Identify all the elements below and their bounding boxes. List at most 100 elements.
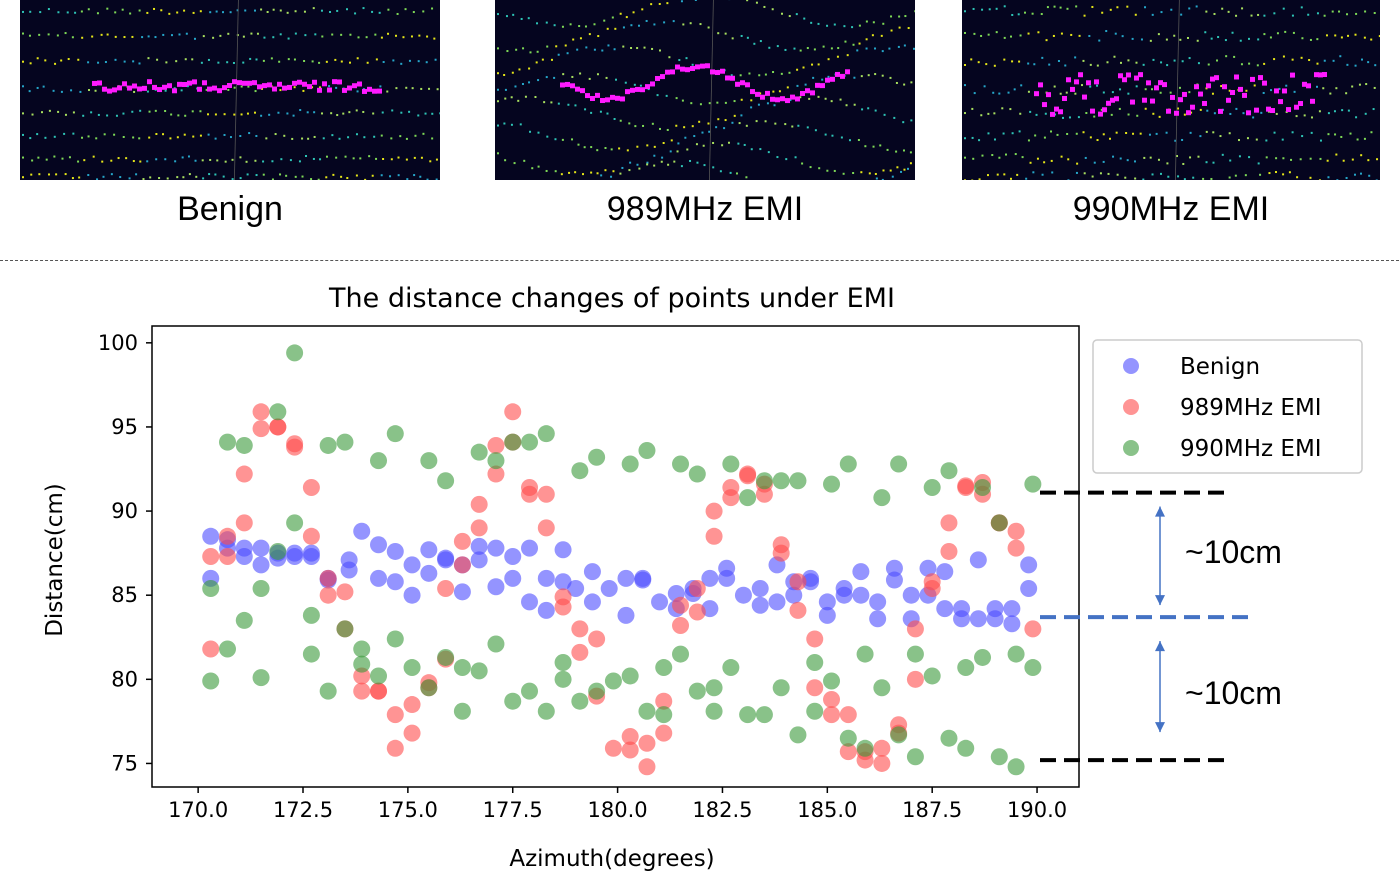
lidar-point bbox=[1221, 7, 1224, 10]
lidar-point bbox=[964, 84, 966, 87]
highlight-point bbox=[1242, 92, 1247, 98]
lidar-point bbox=[138, 62, 141, 65]
lidar-point bbox=[735, 172, 738, 175]
lidar-point bbox=[703, 164, 706, 167]
lidar-point bbox=[1078, 34, 1081, 37]
lidar-point bbox=[1217, 36, 1220, 39]
lidar-point bbox=[63, 132, 66, 135]
emi990-lidar-panel bbox=[962, 0, 1380, 180]
lidar-point bbox=[256, 32, 259, 35]
lidar-point bbox=[1240, 63, 1243, 66]
lidar-point bbox=[895, 81, 898, 84]
lidar-point bbox=[334, 58, 337, 61]
lidar-point bbox=[223, 113, 226, 116]
lidar-point bbox=[1041, 173, 1044, 176]
lidar-point bbox=[1053, 5, 1056, 8]
lidar-point bbox=[1136, 114, 1139, 117]
lidar-point bbox=[861, 108, 864, 111]
emi990-point bbox=[336, 433, 354, 451]
lidar-point bbox=[684, 136, 687, 139]
lidar-point bbox=[996, 173, 999, 176]
lidar-point bbox=[567, 103, 570, 106]
lidar-point bbox=[1224, 39, 1227, 42]
lidar-point bbox=[1084, 156, 1087, 159]
lidar-point bbox=[1019, 112, 1022, 115]
lidar-point bbox=[758, 74, 761, 77]
lidar-point bbox=[1335, 87, 1338, 90]
lidar-point bbox=[92, 155, 95, 158]
benign-point bbox=[617, 606, 635, 624]
lidar-point bbox=[195, 175, 198, 178]
highlight-point bbox=[635, 86, 640, 92]
lidar-point bbox=[1301, 37, 1304, 40]
emi990-point bbox=[974, 479, 992, 497]
lidar-point bbox=[614, 27, 617, 30]
highlight-point bbox=[1274, 88, 1279, 94]
lidar-point bbox=[1351, 158, 1354, 161]
emi989-point bbox=[470, 519, 488, 537]
lidar-point bbox=[1319, 157, 1322, 160]
benign-point bbox=[420, 564, 438, 582]
lidar-point bbox=[212, 36, 215, 39]
lidar-point bbox=[554, 138, 557, 141]
lidar-point bbox=[860, 75, 863, 78]
lidar-point bbox=[355, 174, 358, 177]
emi989-point bbox=[252, 420, 270, 438]
lidar-point bbox=[175, 60, 178, 63]
lidar-point bbox=[156, 58, 159, 61]
lidar-point bbox=[207, 113, 210, 116]
lidar-point bbox=[1360, 172, 1363, 175]
lidar-point bbox=[331, 134, 334, 137]
emi990-point bbox=[638, 442, 656, 460]
benign-point bbox=[1003, 615, 1021, 633]
lidar-point bbox=[214, 173, 217, 176]
lidar-point bbox=[715, 126, 718, 129]
lidar-point bbox=[658, 2, 661, 5]
emi989-point bbox=[940, 542, 958, 560]
highlight-point bbox=[1166, 108, 1171, 114]
lidar-point bbox=[1346, 13, 1349, 16]
lidar-point bbox=[1025, 177, 1028, 180]
lidar-point bbox=[904, 15, 907, 18]
lidar-point bbox=[874, 172, 877, 175]
highlight-point bbox=[1286, 107, 1291, 113]
lidar-point bbox=[1275, 157, 1278, 160]
lidar-point bbox=[1290, 158, 1293, 161]
lidar-point bbox=[70, 89, 73, 92]
lidar-point bbox=[1238, 155, 1241, 158]
lidar-point bbox=[993, 64, 996, 67]
lidar-point bbox=[650, 3, 653, 6]
lidar-point bbox=[504, 88, 507, 91]
lidar-point bbox=[698, 120, 701, 123]
lidar-point bbox=[352, 157, 355, 160]
lidar-point bbox=[141, 36, 144, 39]
lidar-point bbox=[375, 157, 378, 160]
lidar-point bbox=[882, 22, 885, 25]
lidar-point bbox=[914, 10, 915, 13]
lidar-point bbox=[555, 45, 558, 48]
lidar-point bbox=[1074, 92, 1077, 95]
lidar-point bbox=[434, 58, 437, 61]
lidar-point bbox=[431, 137, 434, 140]
emi989-lidar-image bbox=[497, 0, 915, 180]
lidar-point bbox=[53, 135, 56, 138]
benign-point bbox=[751, 579, 769, 597]
lidar-point bbox=[646, 163, 649, 166]
benign-point bbox=[1020, 579, 1038, 597]
highlight-point bbox=[755, 91, 760, 97]
lidar-point bbox=[188, 173, 191, 176]
lidar-point bbox=[1199, 108, 1202, 111]
lidar-point bbox=[262, 59, 265, 62]
lidar-point bbox=[803, 17, 806, 20]
lidar-point bbox=[48, 173, 51, 176]
lidar-point bbox=[1018, 130, 1021, 133]
lidar-point bbox=[776, 156, 779, 159]
lidar-point bbox=[1253, 84, 1256, 87]
lidar-point bbox=[985, 63, 988, 66]
lidar-point bbox=[1034, 134, 1037, 137]
emi989-point bbox=[252, 403, 270, 421]
lidar-point bbox=[572, 38, 575, 41]
lidar-point bbox=[78, 176, 81, 179]
highlight-point bbox=[172, 88, 177, 94]
lidar-point bbox=[422, 10, 425, 13]
